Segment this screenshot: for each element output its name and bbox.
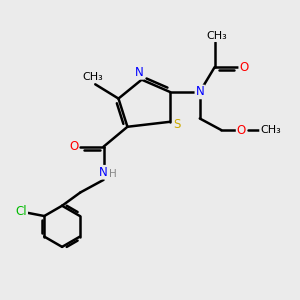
Text: N: N [195,85,204,98]
Text: CH₃: CH₃ [206,31,227,41]
Text: Cl: Cl [16,205,27,218]
Text: N: N [135,66,143,79]
Text: O: O [69,140,78,153]
Text: N: N [98,166,107,179]
Text: CH₃: CH₃ [260,125,281,135]
Text: O: O [237,124,246,136]
Text: H: H [109,169,117,179]
Text: CH₃: CH₃ [82,72,103,82]
Text: S: S [173,118,181,131]
Text: O: O [239,61,248,74]
